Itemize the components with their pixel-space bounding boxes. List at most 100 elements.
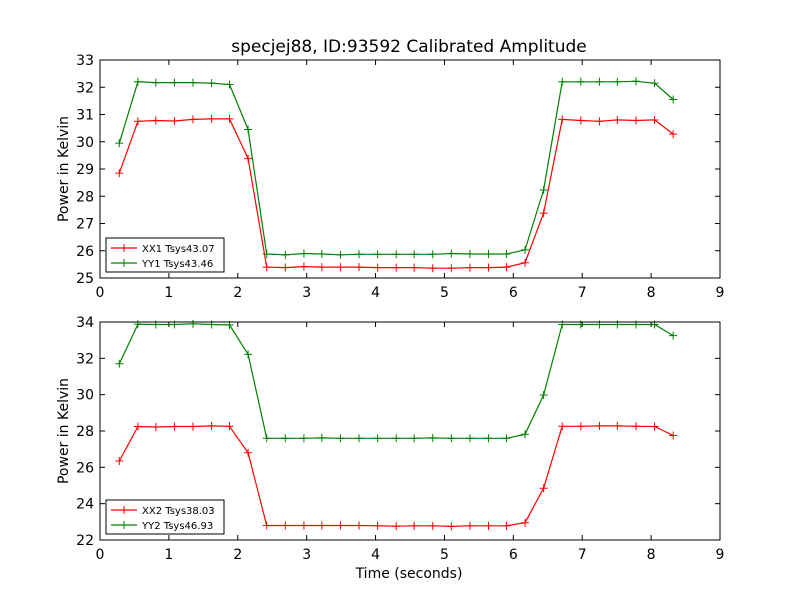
data-point xyxy=(465,434,474,443)
data-point xyxy=(521,258,530,267)
legend-box xyxy=(105,237,225,273)
data-point xyxy=(669,130,678,139)
y-tick-label: 31 xyxy=(76,108,94,124)
x-axis-label: Time (seconds) xyxy=(355,566,463,582)
data-point xyxy=(558,422,567,431)
data-point xyxy=(539,209,548,218)
y-tick-label: 28 xyxy=(76,189,94,205)
data-point xyxy=(317,433,326,442)
data-point xyxy=(262,263,271,272)
data-point xyxy=(336,263,345,272)
y-tick-label: 30 xyxy=(76,135,94,151)
data-point xyxy=(447,522,456,531)
x-tick-label: 2 xyxy=(233,285,242,301)
data-point xyxy=(650,422,659,431)
x-tick-label: 1 xyxy=(164,547,173,563)
data-point xyxy=(484,434,493,443)
data-point xyxy=(428,264,437,273)
data-point xyxy=(392,434,401,443)
plot-frame xyxy=(99,59,721,279)
x-tick-label: 6 xyxy=(509,547,518,563)
data-point xyxy=(484,263,493,272)
data-point xyxy=(244,125,253,134)
data-point xyxy=(539,391,548,400)
data-point xyxy=(410,263,419,272)
data-point xyxy=(631,77,640,86)
data-point xyxy=(151,116,160,125)
data-point xyxy=(189,319,197,328)
data-point xyxy=(373,263,382,272)
data-point xyxy=(170,422,179,431)
x-tick-label: 3 xyxy=(302,547,311,563)
data-point xyxy=(262,434,271,443)
x-tick-label: 0 xyxy=(96,547,105,563)
data-point xyxy=(133,422,142,431)
data-point xyxy=(207,79,216,88)
data-point xyxy=(502,263,511,272)
data-point xyxy=(262,250,271,259)
data-point xyxy=(189,115,197,124)
data-point xyxy=(281,250,290,259)
data-point xyxy=(373,434,382,443)
y-tick-label: 25 xyxy=(76,271,94,287)
data-point xyxy=(336,250,345,259)
data-point xyxy=(317,521,326,530)
x-tick-label: 8 xyxy=(647,285,656,301)
legend-label: XX1 Tsys43.07 xyxy=(142,244,215,255)
y-axis-label: Power in Kelvin xyxy=(56,378,72,484)
legend-marker xyxy=(120,259,128,267)
data-point xyxy=(244,154,253,163)
y-tick-label: 33 xyxy=(76,53,94,69)
data-point xyxy=(447,264,456,273)
x-tick-label: 4 xyxy=(371,547,380,563)
data-point xyxy=(336,434,345,443)
y-tick-label: 22 xyxy=(76,533,94,549)
data-point xyxy=(484,250,493,259)
x-tick-label: 9 xyxy=(716,285,725,301)
data-point xyxy=(244,350,253,359)
data-point xyxy=(465,263,474,272)
data-point xyxy=(189,422,197,431)
y-tick-label: 32 xyxy=(76,351,94,367)
data-point xyxy=(595,421,604,430)
data-point xyxy=(410,521,419,530)
x-tick-label: 7 xyxy=(578,547,587,563)
data-point xyxy=(336,521,345,530)
legend-marker xyxy=(120,506,128,514)
data-point xyxy=(133,77,142,86)
data-point xyxy=(115,456,124,465)
data-point xyxy=(576,116,585,125)
y-tick-label: 32 xyxy=(76,80,94,96)
data-point xyxy=(170,78,179,87)
data-point xyxy=(115,169,124,178)
y-tick-label: 28 xyxy=(76,424,94,440)
legend-marker xyxy=(120,244,128,252)
data-point xyxy=(281,521,290,530)
data-point xyxy=(613,421,622,430)
data-point xyxy=(669,95,678,104)
data-point xyxy=(262,521,271,530)
data-point xyxy=(281,263,290,272)
data-point xyxy=(373,521,382,530)
data-point xyxy=(244,448,253,457)
x-tick-label: 6 xyxy=(509,285,518,301)
data-point xyxy=(225,114,234,123)
data-point xyxy=(650,79,659,88)
chart-title: specjej88, ID:93592 Calibrated Amplitude xyxy=(231,37,586,57)
data-point xyxy=(465,521,474,530)
data-point xyxy=(539,185,548,194)
data-point xyxy=(225,422,234,431)
data-point xyxy=(225,80,234,89)
data-point xyxy=(207,114,216,123)
x-tick-label: 9 xyxy=(716,547,725,563)
data-point xyxy=(189,78,197,87)
data-point xyxy=(669,431,678,440)
data-point xyxy=(410,250,419,259)
y-tick-label: 26 xyxy=(76,460,94,476)
x-tick-label: 7 xyxy=(578,285,587,301)
y-tick-label: 26 xyxy=(76,244,94,260)
data-point xyxy=(521,430,530,439)
data-point xyxy=(373,250,382,259)
